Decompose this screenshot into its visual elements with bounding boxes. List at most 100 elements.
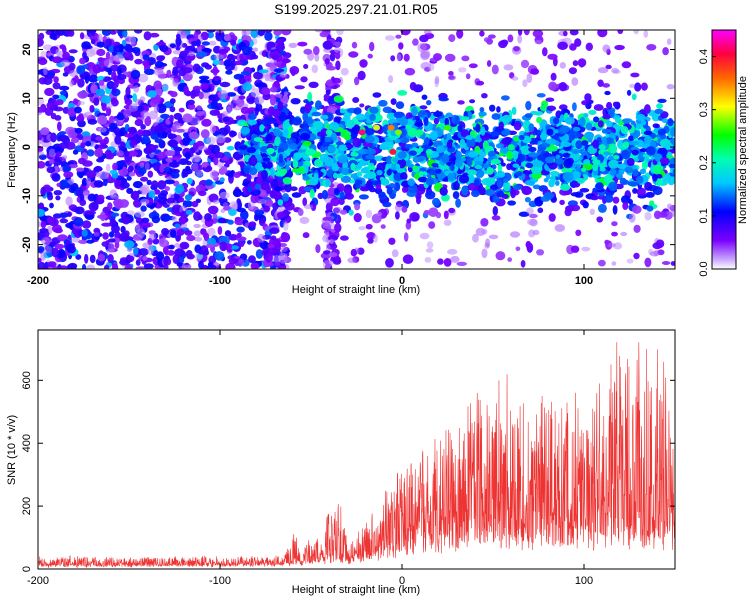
heatmap-cell — [126, 187, 134, 194]
heatmap-cell — [352, 137, 362, 148]
heatmap-cell — [443, 219, 452, 226]
heatmap-cell — [572, 102, 577, 112]
heatmap-cell — [617, 30, 624, 34]
heatmap-cell — [273, 30, 282, 36]
heatmap-cell — [120, 181, 130, 189]
heatmap-cell — [414, 121, 424, 127]
heatmap-cell — [136, 165, 147, 175]
heatmap-cell — [400, 172, 408, 181]
heatmap-cell — [592, 139, 599, 149]
heatmap-cell — [340, 67, 349, 76]
heatmap-cell — [154, 105, 159, 113]
heatmap-cell — [468, 151, 477, 158]
heatmap-cell — [271, 108, 282, 118]
heatmap-cell — [646, 205, 654, 212]
heatmap-cell — [626, 89, 632, 96]
heatmap-cell — [536, 249, 545, 256]
heatmap-cell — [664, 143, 674, 150]
heatmap-cell — [215, 134, 226, 144]
heatmap-cell — [222, 116, 231, 123]
heatmap-cell — [179, 216, 186, 225]
heatmap-cell — [322, 40, 333, 50]
heatmap-cell — [507, 200, 516, 206]
heatmap-cell — [254, 209, 265, 216]
heatmap-cell — [334, 188, 340, 196]
heatmap-cell — [323, 93, 330, 100]
heatmap-cell — [284, 182, 292, 193]
heatmap-cell — [192, 162, 199, 171]
heatmap-cell — [233, 106, 242, 111]
heatmap-cell — [149, 32, 160, 38]
heatmap-cell — [406, 218, 412, 224]
heatmap-cell — [367, 238, 374, 244]
heatmap-cell — [355, 113, 366, 121]
heatmap-cell — [581, 167, 587, 172]
heatmap-cell — [520, 59, 530, 69]
heatmap-cell — [288, 42, 298, 49]
heatmap-cell — [111, 224, 120, 234]
heatmap-cell — [532, 160, 544, 168]
heatmap-cell — [65, 196, 73, 207]
heatmap-cell — [114, 179, 122, 187]
heatmap-cell — [496, 106, 501, 113]
heatmap-cell — [196, 105, 202, 111]
heatmap-cell — [168, 244, 175, 250]
heatmap-cell — [353, 107, 362, 115]
heatmap-cell — [491, 215, 501, 221]
heatmap-cell — [81, 229, 88, 237]
heatmap-cell — [85, 177, 92, 185]
heatmap-cell — [266, 123, 272, 130]
heatmap-cell — [227, 219, 234, 225]
heatmap-cell — [507, 144, 515, 151]
heatmap-cell — [43, 67, 48, 76]
heatmap-cell — [135, 224, 141, 233]
heatmap-cell — [250, 193, 259, 204]
heatmap-cell — [481, 93, 488, 99]
heatmap-cell — [246, 174, 252, 181]
heatmap-cell — [38, 106, 45, 113]
heatmap-cell — [49, 202, 54, 209]
heatmap-cell — [236, 207, 246, 213]
heatmap-cell — [266, 147, 275, 154]
heatmap-cell — [223, 59, 232, 67]
heatmap-cell — [334, 41, 342, 47]
heatmap-cell — [622, 179, 630, 185]
heatmap-cell — [124, 133, 134, 138]
heatmap-cell — [555, 154, 561, 159]
heatmap-cell — [258, 69, 269, 74]
heatmap-cell — [144, 68, 155, 76]
heatmap-cell — [571, 77, 579, 86]
heatmap-cell — [157, 151, 167, 159]
heatmap-cell — [238, 77, 246, 85]
heatmap-cell — [628, 140, 640, 146]
heatmap-cell — [517, 30, 523, 36]
heatmap-cell — [401, 186, 408, 193]
heatmap-cell — [255, 177, 263, 186]
heatmap-cell — [229, 130, 237, 137]
heatmap-cell — [55, 99, 64, 106]
heatmap-cell — [76, 65, 86, 75]
heatmap-cell — [320, 128, 329, 137]
heatmap-cell — [93, 166, 103, 172]
heatmap-cell — [382, 201, 392, 208]
heatmap-cell — [217, 226, 223, 235]
heatmap-cell — [60, 59, 71, 68]
heatmap-cell — [325, 202, 333, 212]
heatmap-cell — [336, 30, 344, 36]
heatmap-cell — [545, 156, 555, 164]
heatmap-cell — [386, 155, 393, 165]
heatmap-cell — [44, 230, 50, 238]
heatmap-cell — [354, 164, 363, 169]
heatmap-cell — [73, 217, 84, 227]
heatmap-cell — [611, 261, 617, 266]
heatmap-cell — [354, 202, 361, 211]
heatmap-cell — [105, 51, 111, 61]
y-tick-label: 200 — [21, 497, 33, 515]
heatmap-cell — [77, 90, 89, 99]
heatmap-cell — [113, 79, 119, 88]
heatmap-cell — [479, 107, 485, 113]
heatmap-cell — [646, 44, 657, 51]
heatmap-cell — [86, 149, 95, 157]
heatmap-cell — [227, 102, 234, 113]
heatmap-cell — [337, 154, 348, 164]
